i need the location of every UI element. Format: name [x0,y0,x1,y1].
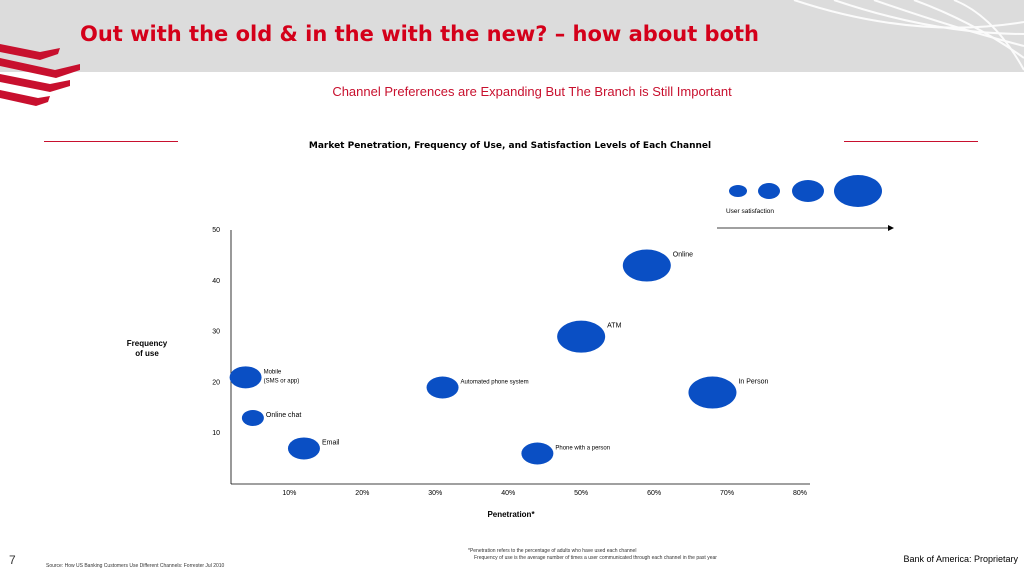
header-band [0,0,1024,72]
bubble-email [287,437,320,460]
y-tick-label: 10 [212,430,220,437]
y-tick-label: 40 [212,278,220,285]
bubble-phone-with-a-person [521,442,554,465]
bubble-atm [557,320,606,353]
x-tick-label: 60% [647,490,661,497]
bubble-label: Email [322,439,340,446]
x-tick-label: 80% [793,490,807,497]
legend-bubble-4 [834,175,882,207]
bubble-label: Phone with a person [555,446,610,452]
bubble-label: Online [673,252,693,259]
bubble-online-chat [241,409,264,426]
x-tick-label: 40% [501,490,515,497]
y-axis-title: Frequency of use [127,339,168,358]
bubble-in-person [688,376,737,409]
chart-title: Market Penetration, Frequency of Use, an… [309,141,711,151]
proprietary-label: Bank of America: Proprietary [903,554,1018,564]
slide-title: Out with the old & in the with the new? … [80,22,759,46]
x-tick-label: 70% [720,490,734,497]
y-tick-label: 50 [212,227,220,234]
bubble-label: ATM [607,323,621,330]
legend-label: User satisfaction [726,208,774,215]
bubble-label: Automated phone system [461,379,529,385]
bubble-label: In Person [738,379,768,386]
legend-bubble-3 [792,180,824,202]
bubble-label: Online chat [266,412,301,419]
x-tick-label: 50% [574,490,588,497]
slide-subtitle: Channel Preferences are Expanding But Th… [332,84,732,99]
footnote-frequency: Frequency of use is the average number o… [474,555,717,561]
source-note: Source: How US Banking Customers Use Dif… [46,563,225,569]
x-axis-title: Penetration* [487,510,535,519]
bubble-automated-phone-system [426,376,459,399]
legend-bubble-1 [729,185,747,197]
x-tick-label: 30% [428,490,442,497]
right-divider-line [844,141,978,142]
bubble-mobile [229,366,262,389]
x-tick-label: 20% [355,490,369,497]
footnote-penetration: *Penetration refers to the percentage of… [468,548,637,554]
y-tick-label: 20 [212,379,220,386]
legend-arrow-head [888,225,894,231]
x-tick-label: 10% [282,490,296,497]
bubble-online [622,249,671,282]
left-divider-line [44,141,178,142]
y-tick-label: 30 [212,329,220,336]
decorative-stripes-graphic [793,0,1024,71]
bank-of-america-flag-logo [0,44,80,106]
legend-bubble-2 [758,183,780,199]
page-number: 7 [9,553,16,567]
bubble-label: Mobile (SMS or app) [264,369,300,384]
